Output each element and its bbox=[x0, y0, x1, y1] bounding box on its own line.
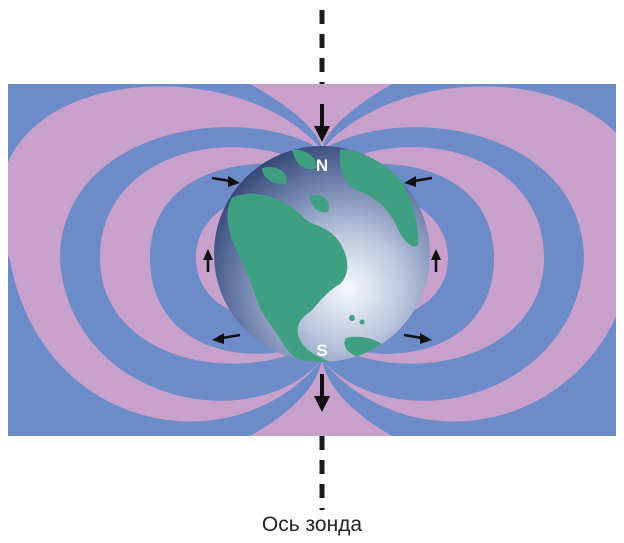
arrow-mid-right bbox=[431, 249, 441, 272]
arrow-north-inflow bbox=[314, 104, 330, 142]
field-arrows bbox=[203, 104, 441, 412]
continents bbox=[227, 149, 419, 362]
field-bands bbox=[8, 84, 616, 436]
probe-axis-caption: Ось зонда bbox=[261, 513, 363, 536]
arrow-upper-left bbox=[211, 176, 240, 187]
earth-globe: N S bbox=[214, 146, 430, 362]
arrow-lower-right bbox=[403, 333, 432, 344]
arrow-mid-left bbox=[203, 249, 213, 272]
south-pole-label: S bbox=[316, 341, 327, 360]
arrow-south-outflow bbox=[314, 374, 330, 412]
arrow-lower-left bbox=[212, 333, 241, 344]
north-pole-label: N bbox=[316, 156, 328, 175]
arrow-upper-right bbox=[404, 176, 433, 187]
